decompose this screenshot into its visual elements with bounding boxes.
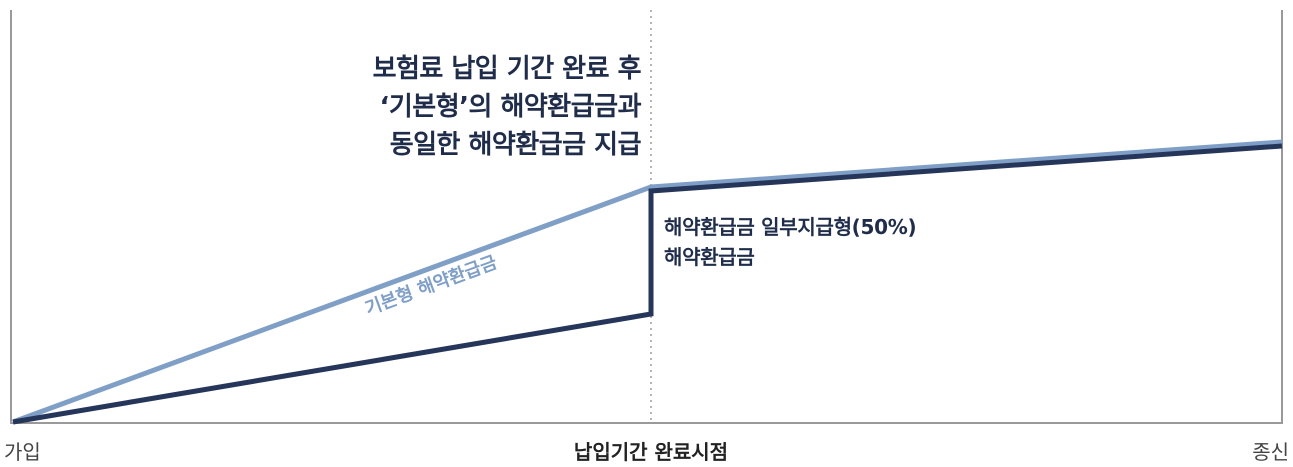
partial-label-line-2: 해약환급금 [664, 245, 755, 269]
headline-line-2: ‘기본형’의 해약환급금과 [379, 92, 641, 122]
headline-annotation: 보험료 납입 기간 완료 후 ‘기본형’의 해약환급금과 동일한 해약환급금 지… [372, 50, 642, 164]
partial-type-line [12, 143, 1283, 425]
axis-end-label: 종신 [1252, 440, 1289, 464]
partial-type-annotation: 해약환급금 일부지급형(50%) 해약환급금 [664, 212, 917, 272]
axis-middle-label: 납입기간 완료시점 [573, 440, 729, 464]
partial-label-line-1: 해약환급금 일부지급형(50%) [664, 215, 917, 239]
headline-line-1: 보험료 납입 기간 완료 후 [372, 54, 642, 84]
headline-line-3: 동일한 해약환급금 지급 [389, 130, 642, 160]
axis-start-label: 가입 [4, 440, 41, 464]
basic-type-line [12, 139, 1283, 425]
